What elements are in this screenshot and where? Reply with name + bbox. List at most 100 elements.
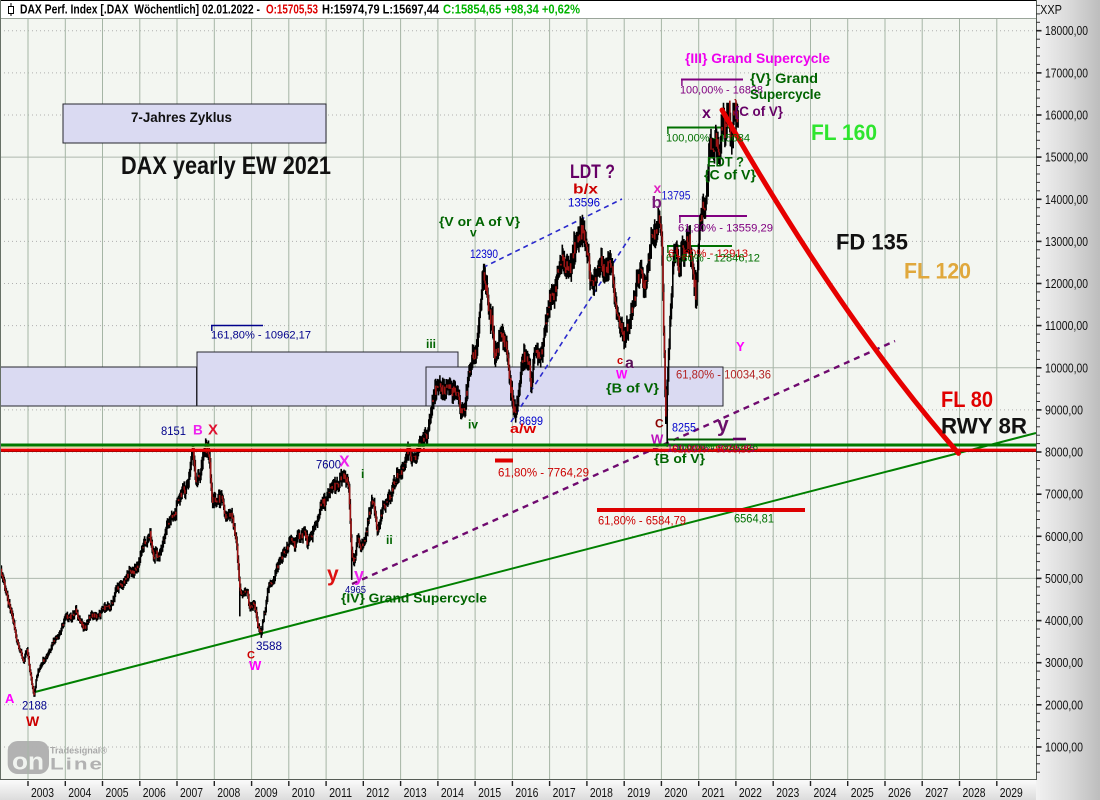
svg-text:2026: 2026 xyxy=(888,785,911,800)
svg-text:2017: 2017 xyxy=(553,785,576,800)
svg-text:12390: 12390 xyxy=(470,249,498,261)
svg-text:FL 120: FL 120 xyxy=(904,259,971,284)
svg-text:8699: 8699 xyxy=(519,416,543,428)
svg-text:13000,00: 13000,00 xyxy=(1045,234,1088,249)
svg-text:8255: 8255 xyxy=(672,423,696,435)
svg-text:i: i xyxy=(361,467,364,481)
svg-text:61,80% - 12846,12: 61,80% - 12846,12 xyxy=(666,253,760,265)
svg-text:A: A xyxy=(5,691,15,706)
svg-text:{III} Grand Supercycle: {III} Grand Supercycle xyxy=(685,51,831,66)
svg-text:7000,00: 7000,00 xyxy=(1045,487,1083,502)
svg-text:W: W xyxy=(249,658,262,673)
svg-text:y: y xyxy=(327,563,339,586)
svg-text:b: b xyxy=(652,193,662,212)
svg-text:{B of V}: {B of V} xyxy=(606,381,659,396)
svg-text:2008: 2008 xyxy=(217,785,240,800)
svg-text:a: a xyxy=(625,355,634,372)
svg-text:8151: 8151 xyxy=(161,426,186,438)
svg-text:2021: 2021 xyxy=(702,785,725,800)
svg-text:10000,00: 10000,00 xyxy=(1045,360,1088,375)
svg-text:W: W xyxy=(651,432,664,447)
svg-text:2028: 2028 xyxy=(963,785,986,800)
svg-text:12000,00: 12000,00 xyxy=(1045,276,1088,291)
svg-text:2019: 2019 xyxy=(627,785,650,800)
svg-text:Line: Line xyxy=(50,755,104,774)
svg-text:X: X xyxy=(208,422,218,439)
svg-text:100,00% - 16838: 100,00% - 16838 xyxy=(680,85,763,97)
svg-text:O:15705,53: O:15705,53 xyxy=(266,2,318,17)
svg-text:Y: Y xyxy=(736,339,745,354)
svg-text:2020: 2020 xyxy=(664,785,687,800)
svg-text:15000,00: 15000,00 xyxy=(1045,150,1088,165)
svg-text:FL 80: FL 80 xyxy=(941,387,993,412)
svg-text:2029: 2029 xyxy=(1000,785,1023,800)
svg-text:13795: 13795 xyxy=(662,189,691,203)
svg-text:1000,00: 1000,00 xyxy=(1045,740,1083,755)
svg-text:6000,00: 6000,00 xyxy=(1045,529,1083,544)
svg-text:W: W xyxy=(26,713,40,729)
svg-text:{C of V}: {C of V} xyxy=(704,168,757,183)
svg-text:{IV} Grand Supercycle: {IV} Grand Supercycle xyxy=(341,592,487,606)
svg-text:3588: 3588 xyxy=(256,641,282,653)
svg-text:{C of V}: {C of V} xyxy=(734,104,784,119)
svg-text:7-Jahres Zyklus: 7-Jahres Zyklus xyxy=(131,110,232,125)
svg-text:61,80% - 10034,36: 61,80% - 10034,36 xyxy=(676,370,771,382)
svg-text:RWY 8R: RWY 8R xyxy=(941,414,1027,439)
svg-text:2006: 2006 xyxy=(143,785,166,800)
svg-text:61,80% - 8038,85: 61,80% - 8038,85 xyxy=(672,445,752,456)
svg-text:iv: iv xyxy=(468,418,478,432)
svg-text:18000,00: 18000,00 xyxy=(1045,23,1088,38)
svg-text:{V or A of V}: {V or A of V} xyxy=(439,214,520,229)
svg-text:c: c xyxy=(617,355,623,367)
svg-text:X: X xyxy=(339,454,350,471)
svg-text:14000,00: 14000,00 xyxy=(1045,192,1088,207)
svg-text:C: C xyxy=(655,417,664,431)
svg-text:ii: ii xyxy=(386,533,393,547)
svg-text:100,00% - 15684: 100,00% - 15684 xyxy=(666,133,750,145)
svg-text:2007: 2007 xyxy=(180,785,203,800)
svg-text:EDT ?: EDT ? xyxy=(707,154,744,170)
svg-text:x: x xyxy=(702,105,711,122)
svg-text:2024: 2024 xyxy=(814,785,837,800)
svg-text:C: C xyxy=(247,650,255,662)
svg-text:2015: 2015 xyxy=(478,785,501,800)
svg-text:17000,00: 17000,00 xyxy=(1045,65,1088,80)
svg-text:11000,00: 11000,00 xyxy=(1045,318,1088,333)
svg-text:61,80% - 12913: 61,80% - 12913 xyxy=(668,248,748,260)
svg-text:2013: 2013 xyxy=(404,785,427,800)
svg-text:5000,00: 5000,00 xyxy=(1045,571,1083,586)
svg-text:2010: 2010 xyxy=(292,785,315,800)
svg-text:C:15854,65 +98,34 +0,62%: C:15854,65 +98,34 +0,62% xyxy=(443,2,580,17)
svg-text:DAX Perf. Index [.DAX Wöchent: DAX Perf. Index [.DAX Wöchentlich] 02.01… xyxy=(20,2,260,17)
svg-text:4000,00: 4000,00 xyxy=(1045,613,1083,628)
svg-text:x: x xyxy=(654,180,662,196)
svg-text:2005: 2005 xyxy=(106,785,129,800)
svg-text:13596: 13596 xyxy=(568,198,600,210)
svg-text:2188: 2188 xyxy=(22,701,47,713)
svg-text:y: y xyxy=(717,414,729,437)
svg-text:LDT ?: LDT ? xyxy=(570,162,615,183)
svg-text:a/w: a/w xyxy=(510,421,537,436)
svg-text:2025: 2025 xyxy=(851,785,874,800)
svg-text:2012: 2012 xyxy=(366,785,389,800)
svg-text:61,80% - 13559,29: 61,80% - 13559,29 xyxy=(678,223,773,235)
svg-text:61,80% - 7764,29: 61,80% - 7764,29 xyxy=(498,468,589,480)
svg-text:iii: iii xyxy=(426,337,436,351)
svg-text:2014: 2014 xyxy=(441,785,464,800)
svg-text:y: y xyxy=(354,565,364,585)
svg-text:7600: 7600 xyxy=(316,460,341,472)
svg-text:2023: 2023 xyxy=(776,785,799,800)
svg-text:161,80% - 10962,17: 161,80% - 10962,17 xyxy=(211,330,311,342)
svg-text:Tradesignal®: Tradesignal® xyxy=(50,746,107,757)
svg-text:8000,00: 8000,00 xyxy=(1045,445,1083,460)
svg-text:2022: 2022 xyxy=(739,785,762,800)
svg-text:16000,00: 16000,00 xyxy=(1045,108,1088,123)
svg-text:9000,00: 9000,00 xyxy=(1045,402,1083,417)
svg-text:61,80% - 6584,79: 61,80% - 6584,79 xyxy=(598,516,686,528)
svg-text:v: v xyxy=(470,226,477,240)
svg-text:2027: 2027 xyxy=(925,785,948,800)
svg-text:2004: 2004 xyxy=(68,785,91,800)
svg-text:100,00% - 8202,26: 100,00% - 8202,26 xyxy=(676,442,758,453)
svg-text:2016: 2016 xyxy=(515,785,538,800)
svg-text:2011: 2011 xyxy=(329,785,352,800)
